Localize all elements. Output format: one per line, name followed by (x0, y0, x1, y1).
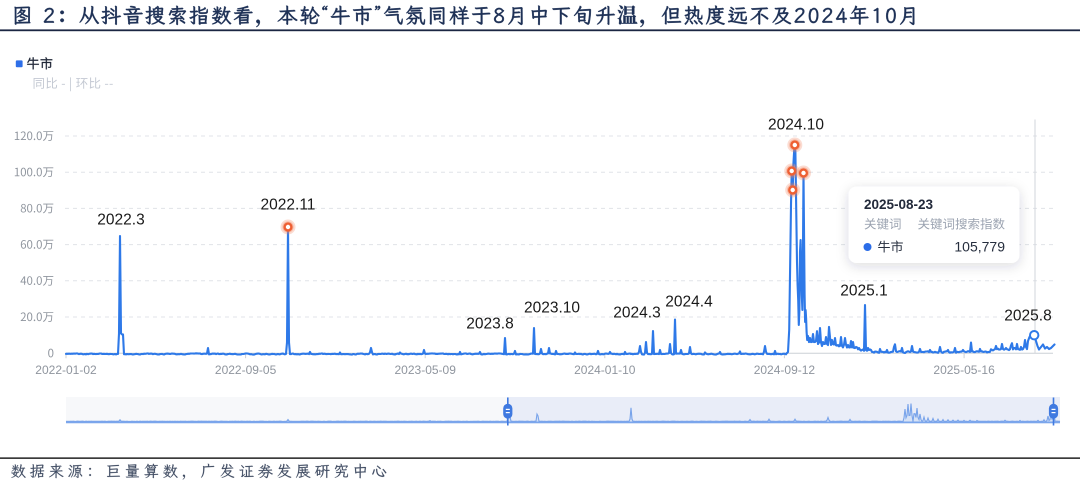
svg-text:2024-01-10: 2024-01-10 (574, 363, 636, 377)
svg-text:2025-05-16: 2025-05-16 (933, 363, 995, 377)
svg-text:2025.8: 2025.8 (1004, 307, 1051, 324)
svg-text:2023.8: 2023.8 (466, 315, 513, 332)
svg-text:2025-08-23: 2025-08-23 (864, 197, 934, 212)
svg-text:2022-09-05: 2022-09-05 (215, 363, 277, 377)
svg-text:2025.1: 2025.1 (840, 282, 887, 299)
svg-text:105,779: 105,779 (954, 239, 1005, 255)
svg-text:2022-01-02: 2022-01-02 (35, 363, 97, 377)
svg-text:2024.3: 2024.3 (613, 304, 660, 321)
svg-text:2023.10: 2023.10 (524, 299, 580, 316)
svg-text:2024-09-12: 2024-09-12 (754, 363, 816, 377)
svg-text:2024.10: 2024.10 (768, 116, 824, 133)
svg-text:2022.3: 2022.3 (97, 211, 144, 228)
svg-text:2024.4: 2024.4 (665, 293, 713, 310)
svg-text:2023-05-09: 2023-05-09 (395, 363, 457, 377)
svg-text:2022.11: 2022.11 (261, 196, 316, 213)
